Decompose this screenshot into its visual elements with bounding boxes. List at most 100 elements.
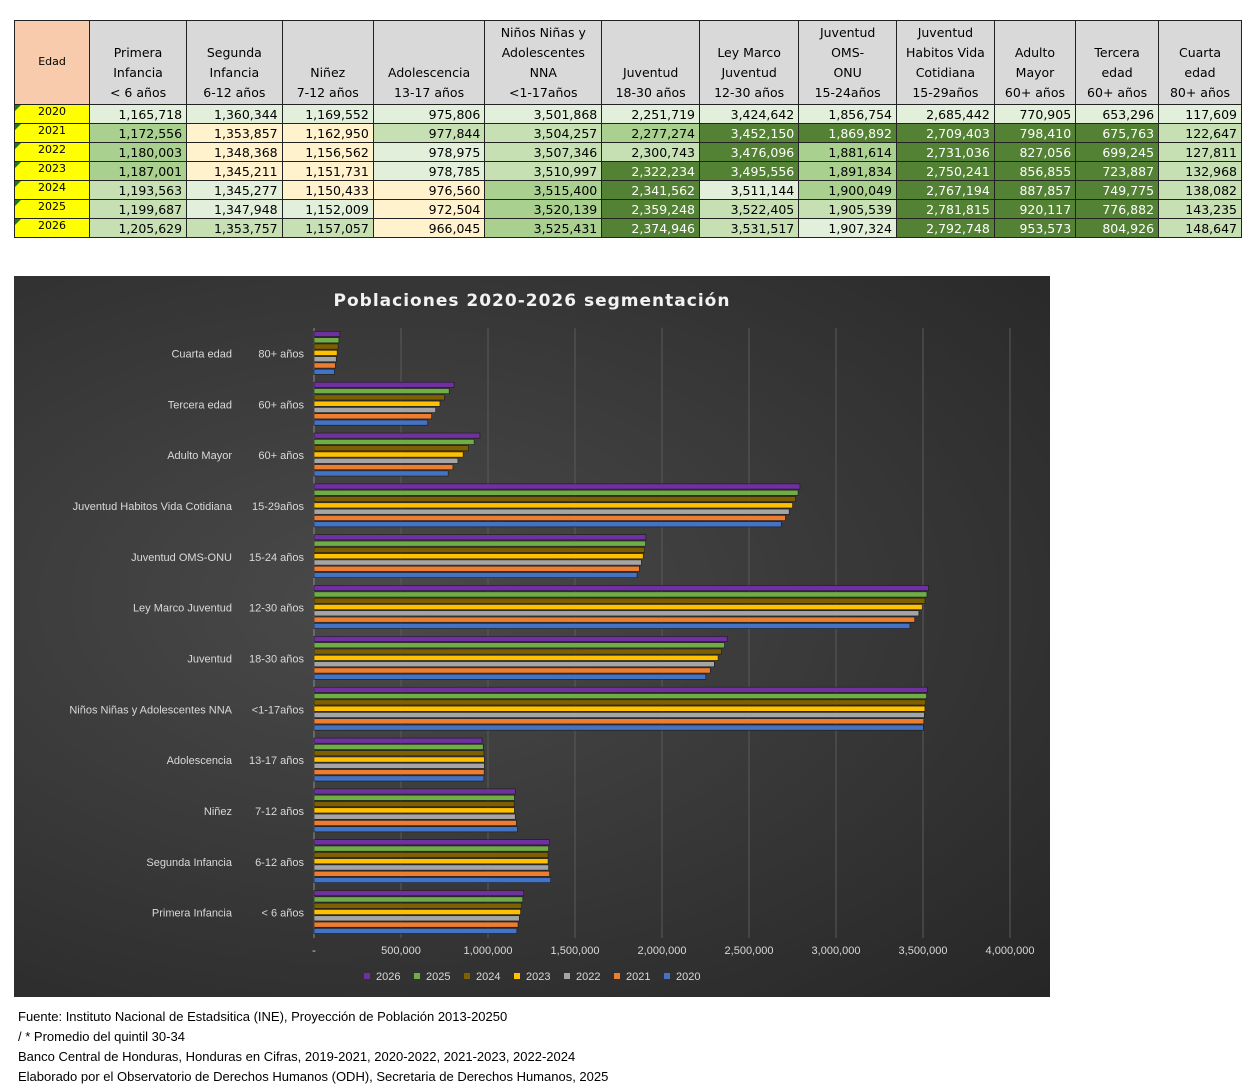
cell-ley-marco[interactable]: 3,424,642 <box>699 104 800 124</box>
bar-2025[interactable] <box>313 439 475 445</box>
bar-2020[interactable] <box>313 368 335 375</box>
bar-2025[interactable] <box>313 388 450 394</box>
cell-primera-infancia[interactable]: 1,180,003 <box>89 142 188 162</box>
cell-oms-onu[interactable]: 1,900,049 <box>798 180 898 200</box>
bar-2021[interactable] <box>313 616 915 623</box>
bar-2020[interactable] <box>313 673 707 680</box>
bar-2023[interactable] <box>313 807 515 814</box>
cell-adulto-mayor[interactable]: 887,857 <box>993 180 1077 200</box>
cell-oms-onu[interactable]: 1,881,614 <box>798 142 898 162</box>
cell-nna[interactable]: 3,507,346 <box>484 142 603 162</box>
bar-2023[interactable] <box>313 654 719 661</box>
bar-2021[interactable] <box>313 515 786 521</box>
cell-cuarta-edad[interactable]: 127,811 <box>1158 142 1242 162</box>
row-year[interactable]: 2025 <box>13 199 91 219</box>
bar-2026[interactable] <box>313 737 483 744</box>
cell-primera-infancia[interactable]: 1,172,556 <box>89 123 188 143</box>
cell-ninez[interactable]: 1,162,950 <box>281 123 374 143</box>
bar-2025[interactable] <box>313 591 928 598</box>
cell-ninez[interactable]: 1,157,057 <box>281 218 374 238</box>
cell-habitos[interactable]: 2,731,036 <box>896 142 995 162</box>
legend-label-2023[interactable]: 2023 <box>526 971 550 983</box>
cell-juventud[interactable]: 2,341,562 <box>601 180 701 200</box>
cell-ley-marco[interactable]: 3,452,150 <box>699 123 800 143</box>
cell-juventud[interactable]: 2,277,274 <box>601 123 701 143</box>
cell-primera-infancia[interactable]: 1,187,001 <box>89 161 188 181</box>
cell-segunda-infancia[interactable]: 1,360,344 <box>186 104 283 124</box>
bar-2020[interactable] <box>313 775 485 782</box>
cell-primera-infancia[interactable]: 1,205,629 <box>89 218 188 238</box>
bar-2022[interactable] <box>313 457 459 464</box>
cell-ninez[interactable]: 1,169,552 <box>281 104 374 124</box>
cell-habitos[interactable]: 2,685,442 <box>896 104 995 124</box>
cell-juventud[interactable]: 2,359,248 <box>601 199 701 219</box>
bar-2023[interactable] <box>313 705 926 712</box>
cell-ninez[interactable]: 1,150,433 <box>281 180 374 200</box>
cell-ley-marco[interactable]: 3,476,096 <box>699 142 800 162</box>
cell-adulto-mayor[interactable]: 856,855 <box>993 161 1077 181</box>
cell-ley-marco[interactable]: 3,495,556 <box>699 161 800 181</box>
bar-2021[interactable] <box>313 413 432 420</box>
row-year[interactable]: 2020 <box>13 104 91 124</box>
bar-2026[interactable] <box>313 788 516 795</box>
bar-2024[interactable] <box>313 851 549 858</box>
legend-label-2026[interactable]: 2026 <box>376 971 400 983</box>
bar-2020[interactable] <box>313 623 911 629</box>
cell-tercera-edad[interactable]: 749,775 <box>1075 180 1160 200</box>
bar-2026[interactable] <box>313 381 455 388</box>
cell-ninez[interactable]: 1,151,731 <box>281 161 374 181</box>
bar-2022[interactable] <box>313 559 642 566</box>
bar-2021[interactable] <box>313 718 925 725</box>
bar-2022[interactable] <box>313 762 485 769</box>
bar-2024[interactable] <box>313 750 485 757</box>
cell-habitos[interactable]: 2,781,815 <box>896 199 995 219</box>
cell-nna[interactable]: 3,525,431 <box>484 218 603 238</box>
bar-2022[interactable] <box>313 712 925 718</box>
bar-2020[interactable] <box>313 572 638 578</box>
cell-adolescencia[interactable]: 975,806 <box>372 104 486 124</box>
bar-2023[interactable] <box>313 349 338 356</box>
bar-2020[interactable] <box>313 928 518 934</box>
bar-2026[interactable] <box>313 636 728 642</box>
bar-2023[interactable] <box>313 858 549 865</box>
row-year[interactable]: 2024 <box>13 180 91 200</box>
cell-adolescencia[interactable]: 978,785 <box>372 161 486 181</box>
bar-2024[interactable] <box>313 546 645 553</box>
cell-cuarta-edad[interactable]: 138,082 <box>1158 180 1242 200</box>
cell-segunda-infancia[interactable]: 1,353,757 <box>186 218 283 238</box>
legend-label-2024[interactable]: 2024 <box>476 971 500 983</box>
bar-2024[interactable] <box>313 699 926 706</box>
cell-cuarta-edad[interactable]: 117,609 <box>1158 104 1242 124</box>
bar-2022[interactable] <box>313 813 516 820</box>
cell-oms-onu[interactable]: 1,891,834 <box>798 161 898 181</box>
cell-adulto-mayor[interactable]: 827,056 <box>993 142 1077 162</box>
bar-2024[interactable] <box>313 597 926 604</box>
cell-cuarta-edad[interactable]: 132,968 <box>1158 161 1242 181</box>
bar-2026[interactable] <box>313 483 801 490</box>
row-year[interactable]: 2021 <box>13 123 91 143</box>
bar-2020[interactable] <box>313 826 518 833</box>
cell-oms-onu[interactable]: 1,905,539 <box>798 199 898 219</box>
cell-segunda-infancia[interactable]: 1,348,368 <box>186 142 283 162</box>
bar-2023[interactable] <box>313 604 923 610</box>
bar-2025[interactable] <box>313 642 725 649</box>
cell-primera-infancia[interactable]: 1,165,718 <box>89 104 188 124</box>
bar-2022[interactable] <box>313 610 920 617</box>
bar-2021[interactable] <box>313 362 336 369</box>
bar-2025[interactable] <box>313 744 484 750</box>
cell-tercera-edad[interactable]: 699,245 <box>1075 142 1160 162</box>
bar-2025[interactable] <box>313 693 927 699</box>
bar-2021[interactable] <box>313 769 485 776</box>
bar-2024[interactable] <box>313 445 469 452</box>
bar-2024[interactable] <box>313 394 445 401</box>
bar-2022[interactable] <box>313 864 549 871</box>
bar-2025[interactable] <box>313 540 646 547</box>
bar-2020[interactable] <box>313 470 449 477</box>
cell-cuarta-edad[interactable]: 143,235 <box>1158 199 1242 219</box>
bar-2022[interactable] <box>313 407 436 413</box>
cell-oms-onu[interactable]: 1,907,324 <box>798 218 898 238</box>
cell-adulto-mayor[interactable]: 770,905 <box>993 104 1077 124</box>
bar-2022[interactable] <box>313 661 715 668</box>
cell-habitos[interactable]: 2,709,403 <box>896 123 995 143</box>
cell-ninez[interactable]: 1,156,562 <box>281 142 374 162</box>
